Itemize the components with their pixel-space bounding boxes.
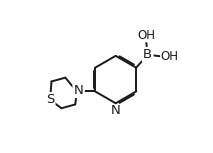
Text: N: N — [111, 104, 121, 117]
Text: OH: OH — [137, 29, 155, 42]
Text: OH: OH — [161, 50, 179, 63]
Text: N: N — [74, 84, 83, 97]
Text: S: S — [46, 93, 54, 106]
Text: B: B — [143, 48, 152, 61]
